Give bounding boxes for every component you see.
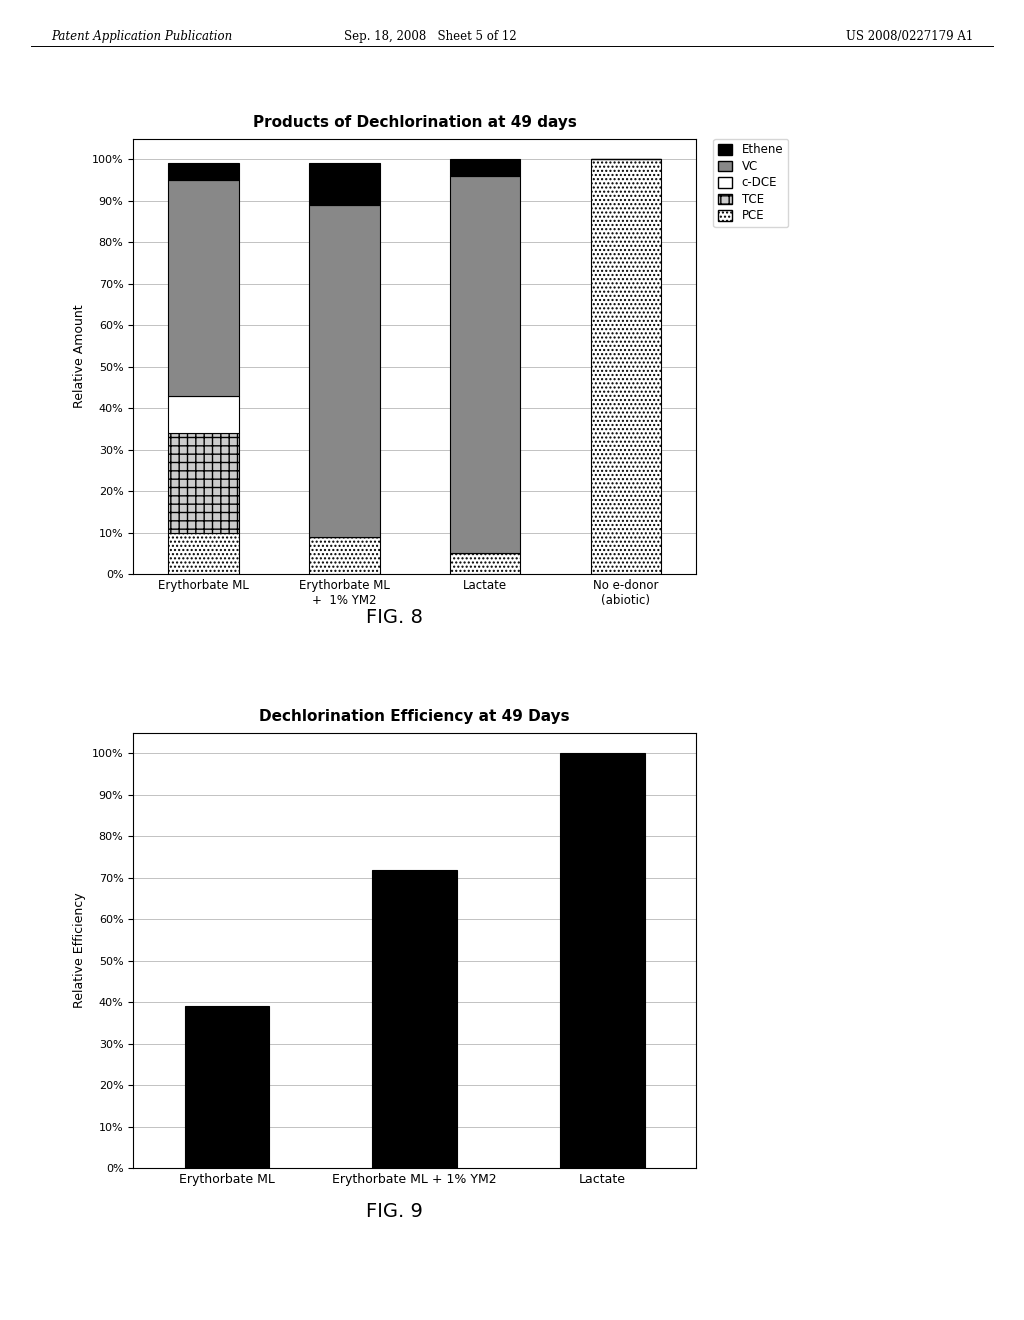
Bar: [450, 553, 520, 574]
Bar: [184, 1006, 269, 1168]
Bar: [168, 164, 239, 180]
Bar: [450, 176, 520, 553]
Bar: [309, 537, 380, 574]
Bar: [373, 870, 457, 1168]
Bar: [309, 164, 380, 205]
Y-axis label: Relative Efficiency: Relative Efficiency: [74, 892, 86, 1008]
Bar: [168, 433, 239, 533]
Text: Patent Application Publication: Patent Application Publication: [51, 30, 232, 44]
Bar: [591, 160, 662, 574]
Bar: [560, 754, 645, 1168]
Bar: [450, 160, 520, 176]
Text: FIG. 8: FIG. 8: [366, 609, 423, 627]
Bar: [168, 396, 239, 433]
Text: Sep. 18, 2008   Sheet 5 of 12: Sep. 18, 2008 Sheet 5 of 12: [344, 30, 516, 44]
Bar: [168, 533, 239, 574]
Title: Products of Dechlorination at 49 days: Products of Dechlorination at 49 days: [253, 115, 577, 131]
Legend: Ethene, VC, c-DCE, TCE, PCE: Ethene, VC, c-DCE, TCE, PCE: [714, 139, 787, 227]
Text: US 2008/0227179 A1: US 2008/0227179 A1: [846, 30, 973, 44]
Bar: [309, 205, 380, 537]
Y-axis label: Relative Amount: Relative Amount: [74, 305, 86, 408]
Text: FIG. 9: FIG. 9: [366, 1203, 423, 1221]
Title: Dechlorination Efficiency at 49 Days: Dechlorination Efficiency at 49 Days: [259, 709, 570, 725]
Bar: [168, 180, 239, 396]
